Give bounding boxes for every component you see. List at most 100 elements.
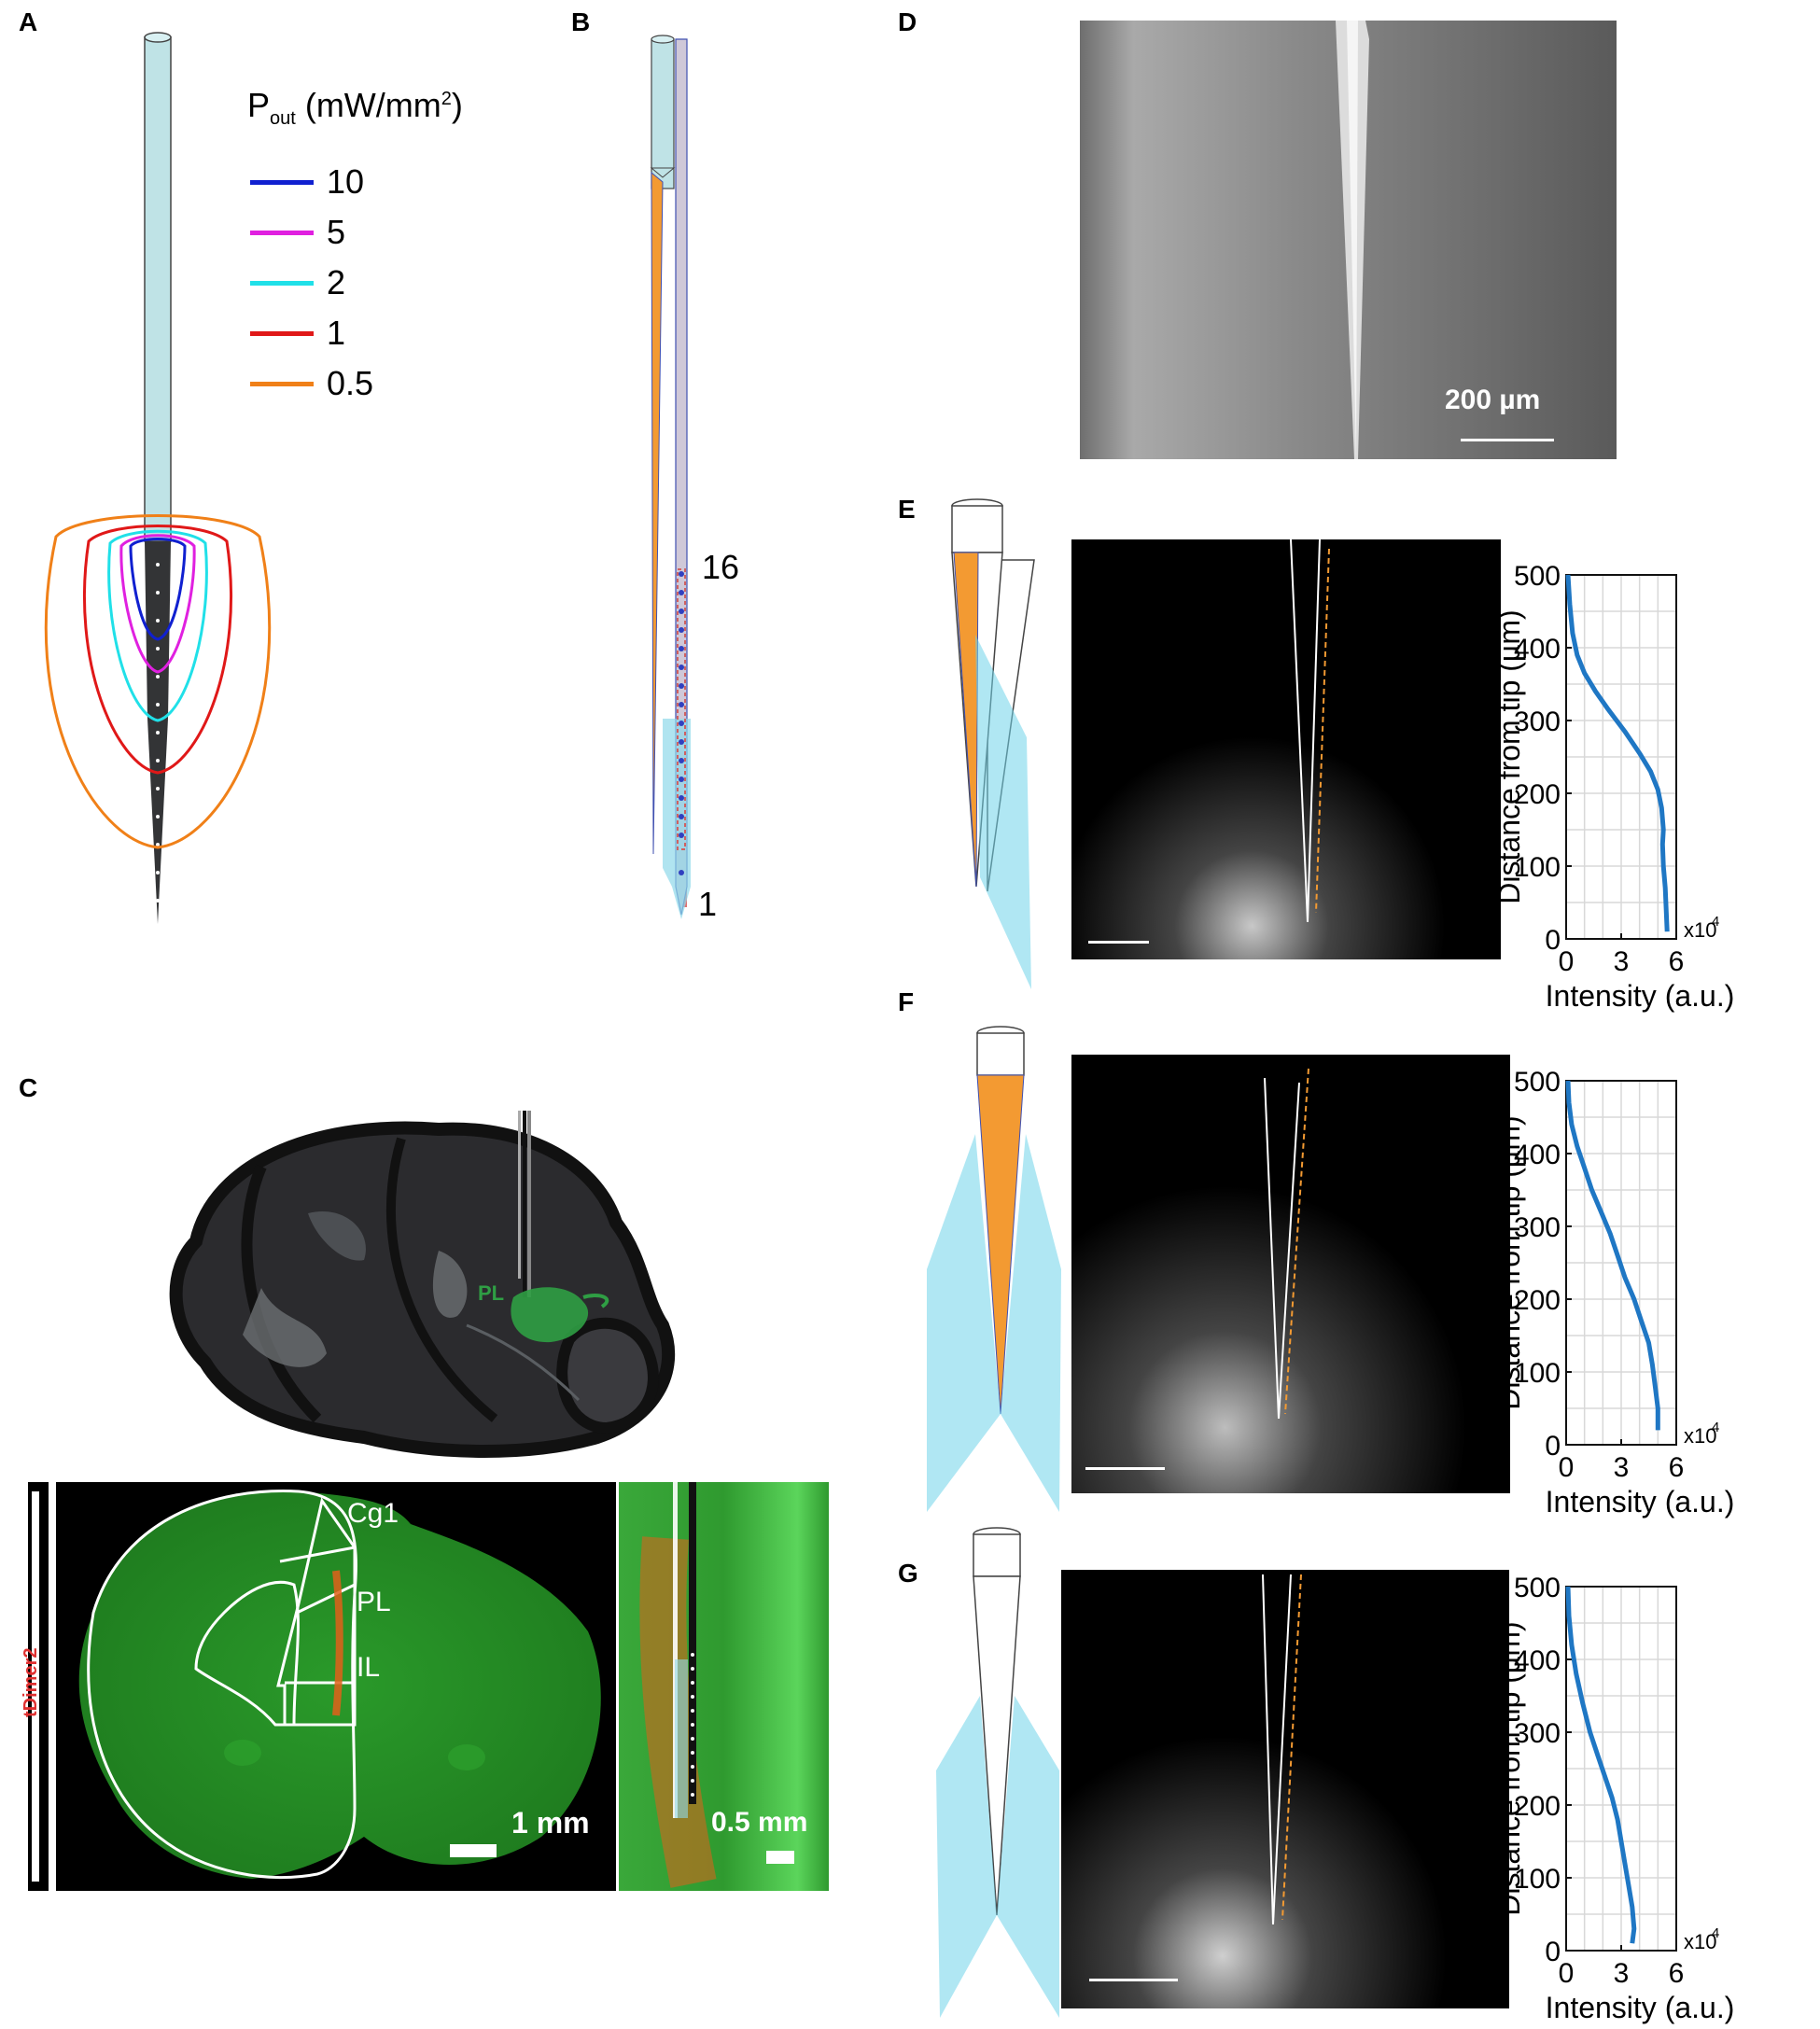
panel-e-schematic bbox=[951, 498, 1035, 989]
y-tick-label: 100 bbox=[1514, 1864, 1561, 1895]
x-multiplier: x10 bbox=[1684, 918, 1716, 942]
x-tick-label: 6 bbox=[1669, 946, 1685, 977]
x-tick-label: 3 bbox=[1614, 1452, 1630, 1483]
legend-label: 2 bbox=[327, 263, 346, 301]
y-tick-label: 400 bbox=[1514, 1140, 1561, 1170]
hemisphere-outline bbox=[87, 1490, 357, 1880]
y-tick-label: 200 bbox=[1514, 779, 1561, 810]
y-tick-label: 100 bbox=[1514, 1358, 1561, 1389]
brain-3d-render bbox=[169, 1111, 676, 1458]
illumination-region bbox=[663, 719, 691, 919]
scale-bar-1mm bbox=[450, 1844, 497, 1857]
legend-label: 1 bbox=[327, 314, 346, 352]
legend-item: 10 bbox=[250, 157, 373, 207]
coronal-section-image bbox=[56, 1482, 616, 1891]
optical-fiber bbox=[651, 38, 675, 189]
scale-label-1mm: 1 mm bbox=[511, 1806, 590, 1840]
scale-bar bbox=[1089, 1979, 1178, 1981]
legend-label: 10 bbox=[327, 162, 365, 201]
panel-letter-f: F bbox=[898, 987, 915, 1016]
scale-label-0-5mm: 0.5 mm bbox=[711, 1807, 808, 1838]
site-label-16: 16 bbox=[702, 548, 740, 586]
x-tick-label: 6 bbox=[1669, 1958, 1685, 1989]
intensity-chart-g: 0 100 200 300 400 500 0 3 6 x10 4 Intensity (a.u.) D… bbox=[1491, 1560, 1820, 2024]
x-tick-label: 0 bbox=[1559, 946, 1575, 977]
illumination-cone-left bbox=[936, 1696, 997, 2018]
y-tick-label: 400 bbox=[1514, 634, 1561, 665]
x-axis-label: Intensity (a.u.) bbox=[1546, 1485, 1735, 1518]
panel-f-schematic bbox=[927, 1026, 1061, 1512]
scale-bar-0-5mm bbox=[766, 1851, 794, 1864]
intensity-chart-e: 0 100 200 300 400 500 0 3 6 x10 4 Intensity (a.u.) D… bbox=[1491, 549, 1820, 1013]
intensity-chart-f: 0 100 200 300 400 500 0 3 6 x10 4 Intensity (a.u.) D… bbox=[1491, 1055, 1820, 1518]
recording-sites bbox=[679, 571, 684, 875]
scale-label-200um: 200 µm bbox=[1445, 385, 1541, 415]
scale-bar bbox=[1085, 1467, 1165, 1470]
legend-title: Pout (mW/mm2) bbox=[247, 86, 463, 130]
pl-region-3d bbox=[511, 1287, 589, 1343]
light-cone bbox=[651, 171, 664, 855]
x-multiplier-exponent: 4 bbox=[1712, 1420, 1719, 1435]
y-tick-label: 0 bbox=[1545, 925, 1561, 956]
contour-2 bbox=[107, 529, 208, 722]
x-multiplier-exponent: 4 bbox=[1712, 914, 1719, 930]
probe-track-image bbox=[619, 1482, 829, 1891]
y-tick-label: 500 bbox=[1514, 1573, 1561, 1603]
x-tick-label: 0 bbox=[1559, 1452, 1575, 1483]
x-tick-label: 3 bbox=[1614, 1958, 1630, 1989]
y-tick-label: 0 bbox=[1545, 1937, 1561, 1967]
panel-f-light-image bbox=[1071, 1055, 1510, 1493]
x-multiplier: x10 bbox=[1684, 1424, 1716, 1448]
region-label-il: IL bbox=[357, 1652, 381, 1683]
scale-bar-200um bbox=[1461, 439, 1554, 441]
panel-a-probe-figure bbox=[44, 32, 272, 924]
scale-bar bbox=[1088, 941, 1149, 944]
y-axis-label: Distance from tip (µm) bbox=[1492, 609, 1526, 903]
panel-letter-e: E bbox=[898, 495, 916, 524]
sem-image bbox=[1080, 21, 1617, 459]
legend-item: 0.5 bbox=[250, 358, 373, 409]
y-tick-label: 300 bbox=[1514, 1718, 1561, 1749]
legend-swatch bbox=[250, 280, 314, 286]
illumination-cone bbox=[975, 635, 1031, 989]
illumination-cone-left bbox=[927, 1134, 1001, 1512]
legend-item: 2 bbox=[250, 258, 373, 308]
panel-letter-c: C bbox=[19, 1073, 38, 1102]
legend-label: 0.5 bbox=[327, 364, 374, 402]
pl-label-3d: PL bbox=[478, 1281, 505, 1305]
side-bar bbox=[28, 1482, 49, 1891]
optical-fiber bbox=[144, 36, 172, 542]
fiber-top bbox=[651, 35, 675, 44]
site-label-1: 1 bbox=[698, 885, 718, 923]
illumination-cone-right bbox=[997, 1696, 1059, 2018]
y-tick-label: 500 bbox=[1514, 561, 1561, 592]
contour-10 bbox=[129, 538, 187, 641]
panel-g-light-image bbox=[1061, 1570, 1509, 2008]
series-line bbox=[1565, 1586, 1637, 1944]
y-tick-label: 0 bbox=[1545, 1431, 1561, 1462]
y-axis-label: Distance from tip (µm) bbox=[1492, 1115, 1526, 1409]
y-tick-label: 200 bbox=[1514, 1285, 1561, 1316]
y-tick-label: 400 bbox=[1514, 1645, 1561, 1676]
legend-item: 5 bbox=[250, 207, 373, 258]
contour-0-5 bbox=[44, 514, 272, 849]
panel-letter-g: G bbox=[898, 1559, 918, 1588]
x-tick-label: 6 bbox=[1669, 1452, 1685, 1483]
panel-letter-b: B bbox=[571, 7, 591, 36]
region-label-pl: PL bbox=[357, 1587, 391, 1617]
illumination-cone-right bbox=[1001, 1134, 1061, 1512]
region-label-cg1: Cg1 bbox=[347, 1498, 399, 1529]
panel-letter-d: D bbox=[898, 7, 917, 36]
legend-swatch bbox=[250, 330, 314, 336]
y-tick-label: 100 bbox=[1514, 852, 1561, 883]
y-tick-label: 300 bbox=[1514, 707, 1561, 737]
y-tick-label: 500 bbox=[1514, 1067, 1561, 1098]
series-line bbox=[1565, 1080, 1660, 1431]
x-axis-label: Intensity (a.u.) bbox=[1546, 979, 1735, 1013]
legend-swatch bbox=[250, 179, 314, 185]
fiber-top bbox=[144, 32, 172, 43]
legend-label: 5 bbox=[327, 213, 346, 251]
x-tick-label: 0 bbox=[1559, 1958, 1575, 1989]
